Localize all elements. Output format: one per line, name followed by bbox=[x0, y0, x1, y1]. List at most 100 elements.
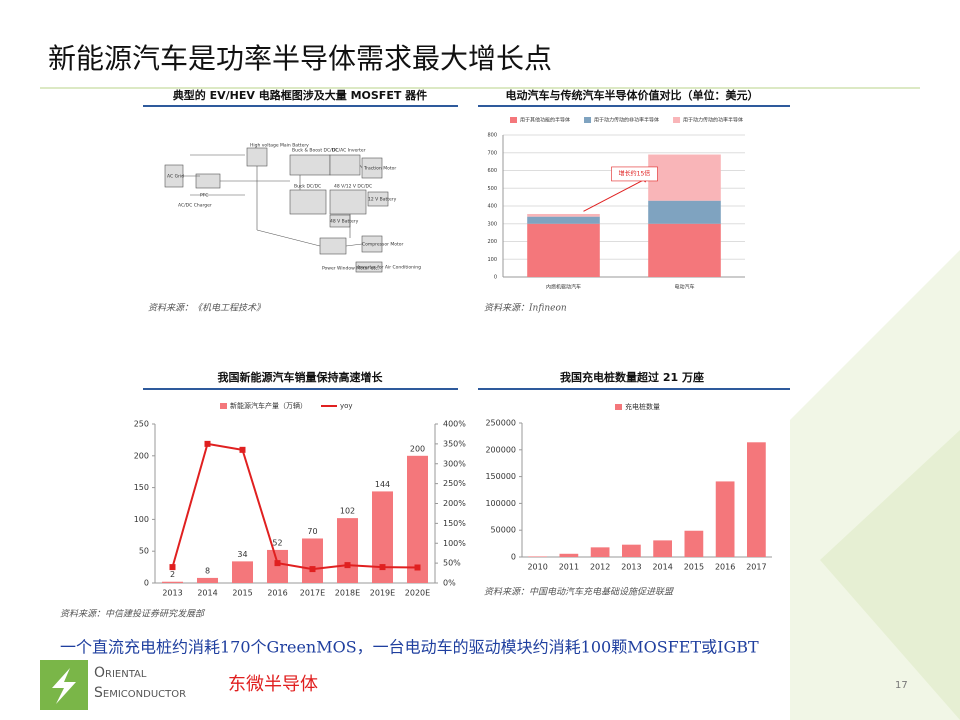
bar-segment bbox=[527, 223, 600, 277]
bar bbox=[407, 455, 428, 583]
y-tick-label: 250 bbox=[134, 420, 149, 429]
annotation-box bbox=[611, 166, 658, 182]
bar bbox=[302, 538, 323, 583]
source: 资料来源：Infineon bbox=[484, 303, 567, 314]
y-tick-label: 0 bbox=[511, 553, 516, 562]
x-tick-label: 2015 bbox=[684, 563, 704, 572]
data-label: 8 bbox=[205, 566, 210, 575]
bar bbox=[684, 530, 704, 557]
legend-swatch bbox=[615, 404, 622, 410]
bar-segment bbox=[527, 216, 600, 224]
bar bbox=[559, 553, 579, 557]
diagram-label: Buck DC/DC bbox=[294, 184, 321, 190]
y-tick-label: 150 bbox=[134, 483, 149, 492]
y2-tick-label: 100% bbox=[443, 539, 466, 548]
diagram-label: Compressor Motor bbox=[362, 242, 404, 248]
diagram-label: 48 V Battery bbox=[330, 219, 359, 225]
line-marker bbox=[414, 564, 421, 571]
bar bbox=[337, 518, 358, 583]
diagram-label: AC/DC Charger bbox=[178, 203, 212, 209]
legend-label: 用于动力传动的功率半导体 bbox=[683, 117, 743, 124]
y-tick-label: 250000 bbox=[485, 419, 516, 428]
source: 资料来源：中国电动汽车充电基础设施促进联盟 bbox=[484, 587, 674, 598]
bar bbox=[622, 544, 641, 557]
y-tick-label: 0 bbox=[494, 275, 497, 281]
source: 资料来源：中信建投证券研究发展部 bbox=[60, 609, 206, 620]
line-marker bbox=[204, 440, 211, 447]
y-tick-label: 700 bbox=[487, 150, 497, 156]
company: 东微半导体 bbox=[228, 674, 318, 695]
bar bbox=[747, 442, 766, 557]
bar bbox=[162, 581, 183, 583]
diagram-wire bbox=[345, 243, 363, 247]
y2-tick-label: 400% bbox=[443, 420, 466, 429]
legend-label: 新能源汽车产量（万辆） bbox=[230, 401, 307, 410]
diagram-label: DC/AC Inverter bbox=[332, 148, 366, 154]
diagram-box bbox=[355, 261, 383, 273]
data-label: 144 bbox=[375, 480, 390, 489]
y-tick-label: 800 bbox=[487, 133, 497, 139]
diagram-label: AC Grid bbox=[167, 174, 184, 180]
bar bbox=[590, 547, 610, 557]
y-tick-label: 50 bbox=[139, 547, 149, 556]
y-tick-label: 100 bbox=[134, 515, 149, 524]
x-tick-label: 2015 bbox=[232, 589, 252, 598]
x-tick-label: 2013 bbox=[621, 563, 641, 572]
x-tick-label: 2013 bbox=[162, 589, 182, 598]
line bbox=[171, 442, 418, 571]
x-tick-label: 2016 bbox=[715, 563, 735, 572]
legend-label: yoy bbox=[340, 402, 353, 410]
diagram-wire bbox=[359, 164, 363, 169]
y2-tick-label: 0% bbox=[443, 579, 456, 588]
data-label: 34 bbox=[237, 550, 247, 559]
y-tick-label: 0 bbox=[144, 579, 149, 588]
y-tick-label: 500 bbox=[487, 186, 497, 192]
data-label: 52 bbox=[272, 538, 282, 547]
slide-title: 新能源汽车是功率半导体需求最大增长点 bbox=[48, 42, 552, 75]
y2-tick-label: 200% bbox=[443, 499, 466, 508]
diagram-label: Inverter for Air Conditioning bbox=[358, 265, 421, 271]
x-tick-label: 2012 bbox=[590, 563, 610, 572]
panel-title: 我国新能源汽车销量保持高速增长 bbox=[218, 370, 384, 384]
diagram-label: 12 V Battery bbox=[368, 197, 397, 203]
diagram-box bbox=[289, 189, 327, 215]
diagram-label: High voltage Main Battery bbox=[250, 143, 309, 149]
y-tick-label: 300 bbox=[487, 221, 497, 227]
diagram-box bbox=[246, 147, 268, 167]
diagram-box bbox=[329, 189, 367, 215]
data-label: 70 bbox=[307, 527, 317, 536]
bar bbox=[232, 561, 253, 583]
data-label: 2 bbox=[170, 570, 175, 579]
legend-label: 充电桩数量 bbox=[625, 402, 660, 411]
logo-bolt bbox=[52, 668, 76, 704]
x-tick-label: 2010 bbox=[527, 563, 547, 572]
x-tick-label: 2017 bbox=[746, 563, 766, 572]
legend-swatch bbox=[220, 403, 227, 409]
x-tick-label: 2017E bbox=[300, 589, 325, 598]
data-label: 102 bbox=[340, 507, 355, 516]
bar bbox=[653, 540, 672, 557]
y2-tick-label: 50% bbox=[443, 559, 461, 568]
logo-text: Oriental bbox=[94, 665, 147, 681]
decoration bbox=[820, 430, 960, 720]
bar bbox=[372, 491, 393, 583]
line-marker bbox=[274, 560, 281, 567]
y-tick-label: 200000 bbox=[485, 445, 516, 454]
bar-segment bbox=[648, 154, 721, 201]
diagram-label: Buck & Boost DC/DC bbox=[292, 148, 338, 154]
legend-label: 用于其他功能的半导体 bbox=[520, 117, 570, 124]
y-tick-label: 400 bbox=[487, 204, 497, 210]
legend-swatch bbox=[510, 117, 517, 123]
x-tick-label: 2014 bbox=[652, 563, 672, 572]
circuit-diagram: AC Grid PFC AC/DC Charger High voltage Main… bbox=[164, 143, 421, 273]
panel-title: 电动汽车与传统汽车半导体价值对比（单位：美元） bbox=[506, 88, 759, 102]
bar-segment bbox=[648, 200, 721, 224]
legend-swatch bbox=[673, 117, 681, 123]
source: 资料来源：《机电工程技术》 bbox=[148, 303, 265, 314]
x-tick-label: 2020E bbox=[405, 589, 430, 598]
line-marker bbox=[239, 446, 246, 453]
line-marker bbox=[309, 566, 316, 573]
bar bbox=[715, 481, 735, 557]
diagram-box bbox=[289, 154, 331, 176]
y2-tick-label: 350% bbox=[443, 439, 466, 448]
